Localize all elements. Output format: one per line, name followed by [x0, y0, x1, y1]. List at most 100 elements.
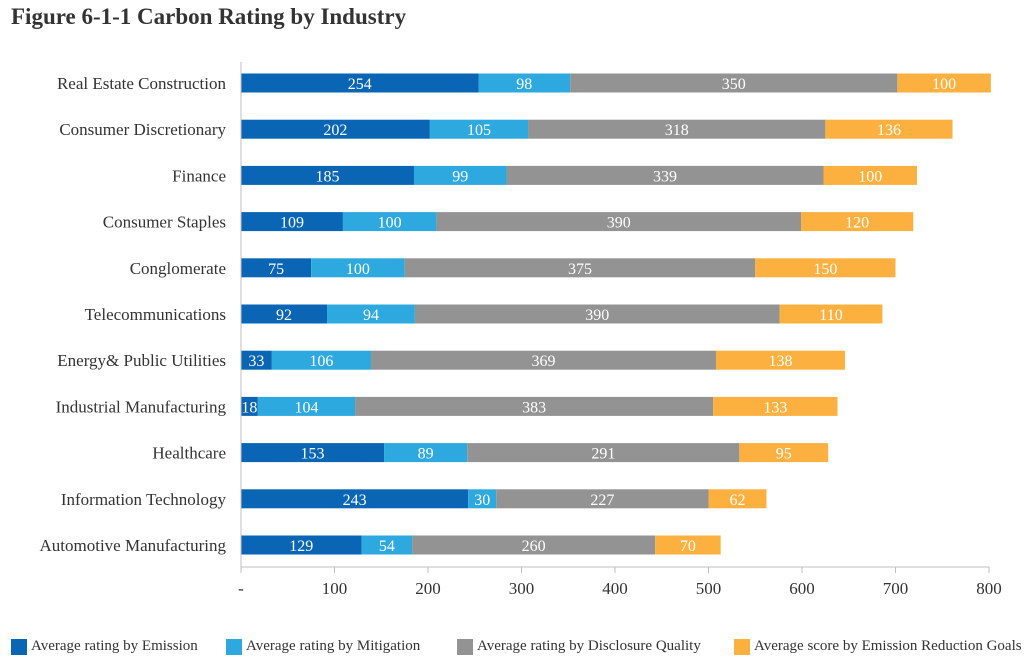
- data-label: 318: [665, 122, 689, 139]
- data-label: 138: [768, 353, 792, 370]
- legend-swatch: [734, 638, 750, 655]
- bar-segment: [506, 165, 824, 185]
- data-label: 100: [346, 261, 370, 278]
- data-label: 129: [289, 538, 313, 555]
- bar-segment: [467, 443, 740, 463]
- category-label: Healthcare: [152, 444, 226, 463]
- data-label: 105: [467, 122, 491, 139]
- legend-label: Average score by Emission Reduction Goal…: [754, 638, 1022, 654]
- data-label: 109: [280, 215, 304, 232]
- x-axis: - 100 200 300 400 500 600 700 800: [238, 62, 1002, 598]
- x-tick-label: 800: [976, 579, 1002, 598]
- legend: Average rating by Emission Average rating…: [0, 638, 1034, 662]
- category-label: Telecommunications: [85, 305, 226, 324]
- data-label: 75: [268, 261, 284, 278]
- data-label: 390: [585, 307, 609, 324]
- category-label: Energy& Public Utilities: [57, 351, 226, 370]
- data-label: 291: [591, 446, 615, 463]
- bar-segment: [468, 489, 497, 509]
- data-label: 70: [680, 538, 696, 555]
- data-label: 104: [294, 399, 318, 416]
- bar-segment: [311, 258, 405, 278]
- legend-label: Average rating by Disclosure Quality: [477, 638, 701, 654]
- bar-segment: [570, 73, 898, 93]
- bar-segment: [739, 443, 829, 463]
- x-tick-label: 400: [602, 579, 628, 598]
- bar-segment: [801, 212, 914, 232]
- bar-segment: [404, 258, 756, 278]
- bar-segment: [708, 489, 767, 509]
- data-label: 100: [932, 76, 956, 93]
- bar-segment: [412, 535, 656, 555]
- bar-segment: [823, 165, 918, 185]
- data-label: 54: [379, 538, 395, 555]
- data-label: 227: [590, 492, 614, 509]
- bar-segment: [655, 535, 721, 555]
- data-label: 390: [607, 215, 631, 232]
- data-label: 110: [819, 307, 842, 324]
- bar-segment: [370, 350, 716, 370]
- legend-swatch: [226, 638, 242, 655]
- bar-labels-layer: 254 98 350 100 202 105 318 136 185 99 339 100 109 100…: [241, 76, 956, 555]
- bar-segment: [241, 396, 258, 416]
- bar-segment: [241, 535, 362, 555]
- chart-title: Figure 6-1-1 Carbon Rating by Industry: [11, 4, 407, 29]
- bar-segment: [241, 119, 430, 139]
- bar-segment: [897, 73, 991, 93]
- bar-segment: [713, 396, 838, 416]
- data-label: 30: [474, 492, 490, 509]
- bar-segment: [327, 304, 415, 324]
- data-label: 92: [276, 307, 292, 324]
- data-label: 100: [858, 168, 882, 185]
- bar-segment: [825, 119, 953, 139]
- bar-segment: [257, 396, 356, 416]
- data-label: 153: [301, 446, 325, 463]
- bar-segment: [496, 489, 709, 509]
- category-labels-layer: Real Estate Construction Consumer Discret…: [40, 74, 227, 555]
- legend-item: Average rating by Disclosure Quality: [457, 638, 701, 655]
- data-label: 62: [729, 492, 745, 509]
- data-label: 89: [418, 446, 434, 463]
- bar-segment: [478, 73, 571, 93]
- bar-segment: [429, 119, 529, 139]
- x-tick-label: 300: [509, 579, 535, 598]
- bar-segment: [528, 119, 826, 139]
- data-label: 339: [653, 168, 677, 185]
- data-label: 150: [813, 261, 837, 278]
- bar-segment: [271, 350, 371, 370]
- legend-swatch: [457, 638, 473, 655]
- data-label: 99: [452, 168, 468, 185]
- bars-layer: [241, 73, 991, 555]
- category-label: Consumer Discretionary: [59, 120, 226, 139]
- data-label: 133: [763, 399, 787, 416]
- bar-segment: [241, 73, 479, 93]
- bar-segment: [755, 258, 896, 278]
- stacked-bar-chart: 254 98 350 100 202 105 318 136 185 99 339 100 109 100…: [40, 62, 1002, 598]
- data-label: 254: [348, 76, 372, 93]
- bar-segment: [241, 212, 343, 232]
- bar-segment: [355, 396, 714, 416]
- category-label: Finance: [172, 166, 226, 185]
- data-label: 202: [323, 122, 347, 139]
- legend-item: Average score by Emission Reduction Goal…: [734, 638, 1022, 655]
- bar-segment: [715, 350, 846, 370]
- category-label: Real Estate Construction: [57, 74, 227, 93]
- bar-segment: [241, 258, 312, 278]
- bar-segment: [241, 350, 272, 370]
- legend-item: Average rating by Mitigation: [226, 638, 420, 655]
- data-label: 18: [241, 399, 257, 416]
- x-tick-label: 500: [696, 579, 722, 598]
- data-label: 369: [531, 353, 555, 370]
- data-label: 243: [343, 492, 367, 509]
- data-label: 33: [248, 353, 264, 370]
- x-tick-label: 100: [322, 579, 348, 598]
- data-label: 260: [522, 538, 546, 555]
- category-label: Industrial Manufacturing: [56, 397, 227, 416]
- legend-label: Average rating by Emission: [31, 638, 198, 654]
- bar-segment: [436, 212, 802, 232]
- x-tick-label: -: [238, 579, 244, 598]
- data-label: 94: [363, 307, 379, 324]
- legend-swatch: [11, 638, 27, 655]
- data-label: 350: [722, 76, 746, 93]
- category-label: Information Technology: [61, 490, 227, 509]
